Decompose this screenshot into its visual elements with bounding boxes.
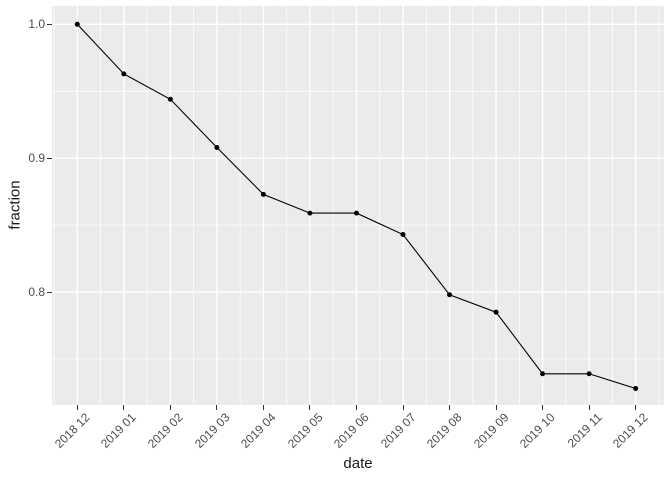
data-point xyxy=(633,386,639,392)
x-tick-label: 2019 03 xyxy=(191,410,233,451)
y-tick-label: 0.8 xyxy=(28,285,45,300)
x-tick-mark xyxy=(309,405,311,410)
x-tick-label: 2019 11 xyxy=(564,410,605,451)
line-chart-canvas xyxy=(52,6,664,405)
y-axis-title: fraction xyxy=(6,180,24,230)
data-point xyxy=(353,210,359,216)
x-tick-mark xyxy=(262,405,264,410)
y-tick-mark xyxy=(46,157,52,159)
data-point xyxy=(540,371,546,377)
x-tick-label: 2019 02 xyxy=(144,410,186,451)
data-point xyxy=(400,232,406,238)
x-tick-mark xyxy=(542,405,544,410)
x-tick-label: 2019 12 xyxy=(610,410,651,451)
x-tick-mark xyxy=(169,405,171,410)
x-axis-title: date xyxy=(343,455,373,472)
x-tick-label: 2019 06 xyxy=(331,410,372,451)
y-tick-label: 0.9 xyxy=(28,151,45,166)
x-tick-label: 2019 07 xyxy=(377,410,419,451)
x-tick-label: 2019 01 xyxy=(98,410,140,451)
x-tick-label: 2019 08 xyxy=(424,410,465,451)
x-tick-label: 2019 09 xyxy=(470,410,512,451)
x-tick-label: 2019 04 xyxy=(238,410,279,451)
x-tick-label: 2019 05 xyxy=(284,410,326,451)
data-point xyxy=(214,144,220,150)
y-tick-label: 1.0 xyxy=(28,17,45,32)
x-tick-label: 2018 12 xyxy=(51,410,93,451)
x-tick-mark xyxy=(588,405,590,410)
x-tick-label: 2019 10 xyxy=(517,410,558,451)
x-tick-mark xyxy=(76,405,78,410)
data-point xyxy=(307,210,313,216)
x-tick-mark xyxy=(495,405,497,410)
data-point xyxy=(493,309,499,315)
y-tick-mark xyxy=(46,23,52,25)
data-point xyxy=(121,71,127,77)
data-point xyxy=(447,292,453,298)
y-tick-mark xyxy=(46,291,52,293)
x-tick-mark xyxy=(216,405,218,410)
plot-panel xyxy=(52,6,664,405)
data-point xyxy=(74,21,80,27)
data-point xyxy=(260,191,266,197)
data-point xyxy=(586,371,592,377)
x-tick-mark xyxy=(355,405,357,410)
x-tick-mark xyxy=(402,405,404,410)
data-point xyxy=(167,96,173,102)
x-tick-mark xyxy=(635,405,637,410)
x-tick-mark xyxy=(123,405,125,410)
x-tick-mark xyxy=(449,405,451,410)
